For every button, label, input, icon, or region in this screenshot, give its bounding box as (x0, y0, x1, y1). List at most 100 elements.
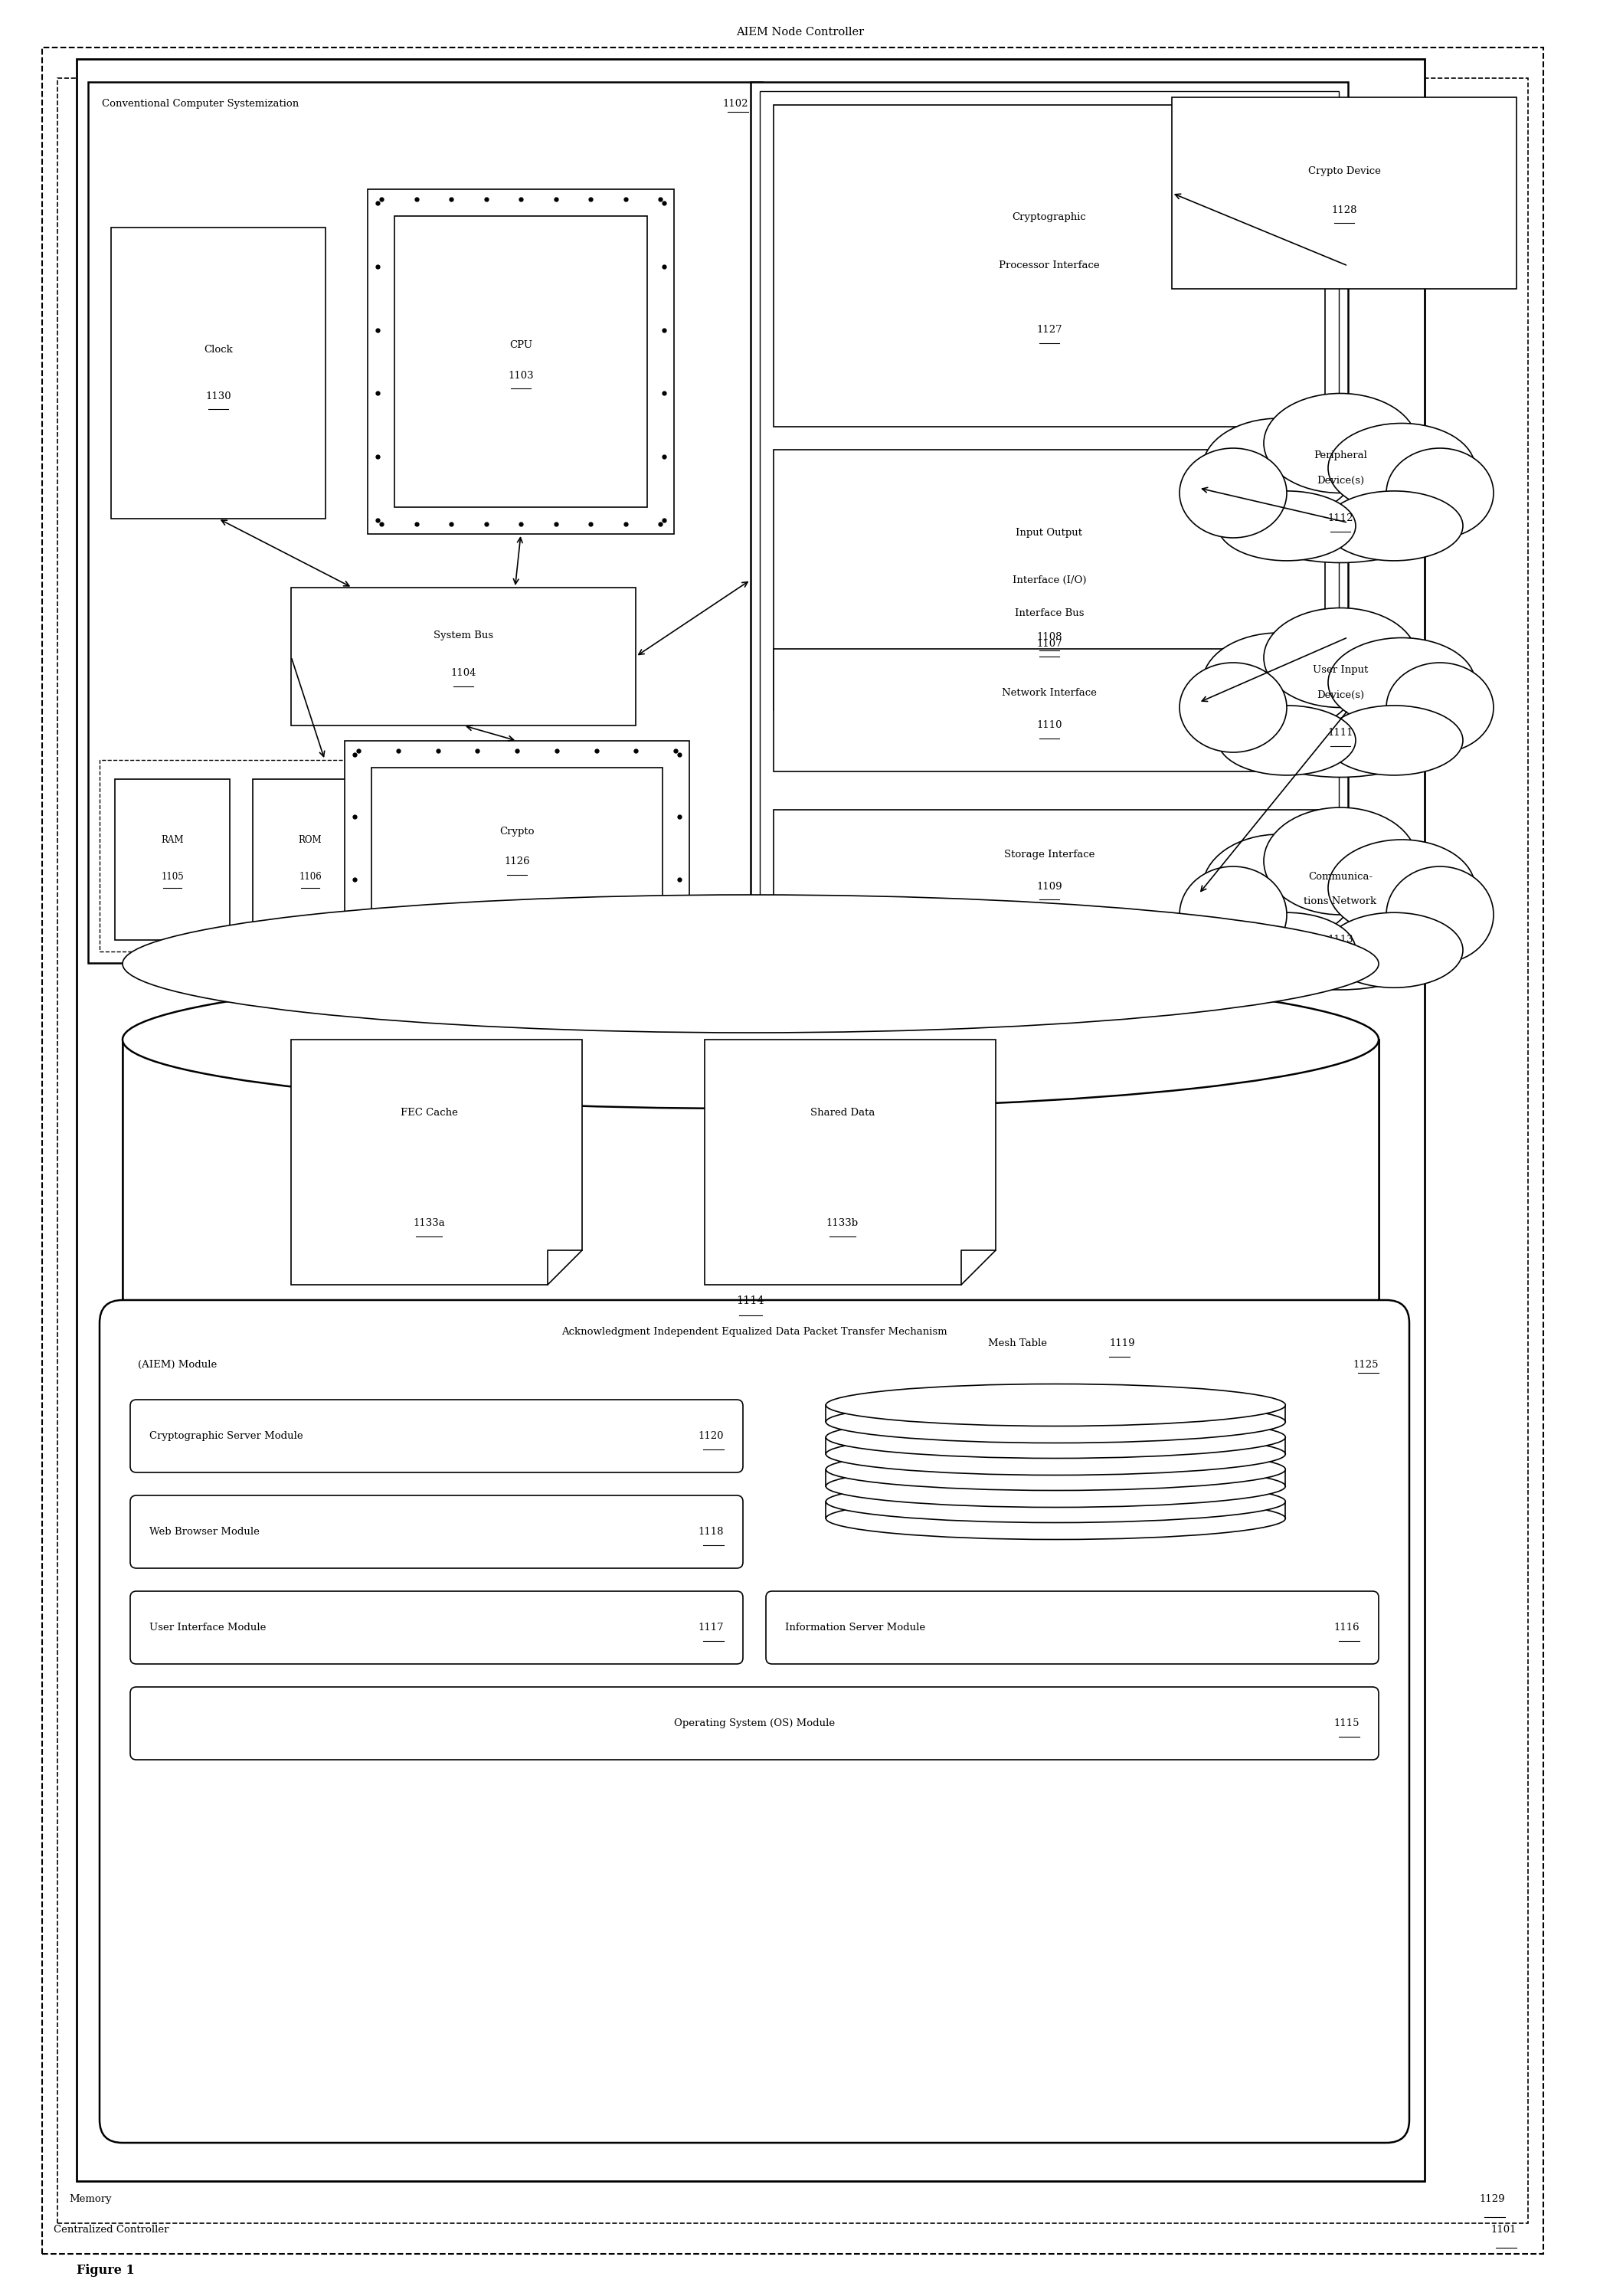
Bar (344, 742, 690, 955)
Bar (110, 227, 325, 519)
Ellipse shape (1218, 491, 1355, 560)
Text: 1117: 1117 (698, 1623, 723, 1632)
Ellipse shape (1386, 448, 1493, 537)
Ellipse shape (826, 1497, 1285, 1541)
Text: System Bus: System Bus (434, 629, 493, 641)
Text: Operating System (OS) Module: Operating System (OS) Module (674, 1717, 835, 1729)
Ellipse shape (1210, 413, 1470, 563)
Text: Device(s): Device(s) (1317, 475, 1365, 484)
Text: 1113: 1113 (1328, 934, 1354, 946)
Text: Memory: Memory (69, 2195, 112, 2204)
Ellipse shape (1210, 627, 1470, 778)
Bar (77, 60, 1424, 2181)
Bar (826, 1502, 1285, 1518)
Text: 1106: 1106 (299, 872, 322, 882)
Ellipse shape (1179, 448, 1286, 537)
Bar (253, 778, 368, 939)
Text: AIEM Node Controller: AIEM Node Controller (736, 28, 864, 37)
Text: Input Output: Input Output (1016, 528, 1083, 537)
Bar (826, 1437, 1285, 1453)
Text: Interface (I/O): Interface (I/O) (1013, 574, 1086, 585)
Text: 1130: 1130 (205, 390, 230, 402)
Text: FEC Cache: FEC Cache (400, 1109, 458, 1118)
Bar (368, 188, 674, 535)
Text: tions Network: tions Network (1304, 898, 1376, 907)
Text: Cryptographic: Cryptographic (1013, 214, 1086, 223)
Text: 1103: 1103 (507, 370, 534, 381)
Text: 1133b: 1133b (826, 1219, 859, 1228)
Bar (773, 106, 1325, 427)
Text: CPU: CPU (509, 340, 533, 349)
Text: 1110: 1110 (1037, 721, 1062, 730)
Text: Information Server Module: Information Server Module (786, 1623, 925, 1632)
Bar (123, 1040, 1379, 1515)
Ellipse shape (1264, 808, 1418, 914)
Text: 1120: 1120 (698, 1430, 723, 1442)
Text: Web Browser Module: Web Browser Module (149, 1527, 259, 1536)
Text: 1114: 1114 (736, 1295, 765, 1306)
Ellipse shape (1203, 418, 1355, 519)
Text: Storage Device: Storage Device (707, 1201, 794, 1212)
Text: 1119: 1119 (1109, 1339, 1134, 1348)
Polygon shape (291, 1040, 582, 1286)
Text: (AIEM) Module: (AIEM) Module (138, 1359, 218, 1371)
Ellipse shape (1179, 866, 1286, 962)
Bar (371, 767, 662, 928)
Ellipse shape (826, 1401, 1285, 1442)
Text: 1108: 1108 (1037, 631, 1062, 643)
Ellipse shape (1328, 638, 1475, 728)
Ellipse shape (1328, 840, 1475, 937)
Text: 1127: 1127 (1037, 326, 1062, 335)
Text: 1105: 1105 (162, 872, 184, 882)
Bar (826, 1469, 1285, 1486)
FancyBboxPatch shape (99, 1300, 1410, 2142)
Text: Figure 1: Figure 1 (77, 2264, 134, 2278)
FancyBboxPatch shape (766, 1591, 1379, 1665)
Ellipse shape (1203, 634, 1355, 732)
Text: 1126: 1126 (504, 856, 530, 868)
Text: Mesh Table: Mesh Table (987, 1339, 1046, 1348)
Bar (395, 216, 646, 507)
Ellipse shape (1210, 829, 1470, 990)
Text: Peripheral: Peripheral (1314, 450, 1366, 461)
Bar (773, 650, 1325, 771)
Text: ROM: ROM (299, 836, 322, 845)
Bar (115, 778, 230, 939)
Polygon shape (704, 1040, 995, 1286)
Text: Crypto: Crypto (499, 827, 534, 836)
Text: 1111: 1111 (1328, 728, 1354, 737)
Text: Acknowledgment Independent Equalized Data Packet Transfer Mechanism: Acknowledgment Independent Equalized Dat… (562, 1327, 947, 1336)
Text: Conventional Computer Systemization: Conventional Computer Systemization (102, 99, 299, 108)
Text: Storage Interface: Storage Interface (1003, 850, 1094, 859)
FancyBboxPatch shape (130, 1688, 1379, 1759)
Text: Processor Interface: Processor Interface (998, 262, 1099, 271)
Ellipse shape (1325, 491, 1462, 560)
Text: 1125: 1125 (1354, 1359, 1379, 1371)
Ellipse shape (826, 1465, 1285, 1506)
Ellipse shape (123, 971, 1379, 1109)
Ellipse shape (1264, 393, 1418, 494)
Ellipse shape (1325, 705, 1462, 776)
Bar (1171, 96, 1517, 289)
Text: 1128: 1128 (1331, 204, 1357, 216)
Ellipse shape (1325, 912, 1462, 987)
Ellipse shape (1386, 866, 1493, 962)
Ellipse shape (1218, 912, 1355, 987)
Text: User Input: User Input (1312, 666, 1368, 675)
Text: Communica-: Communica- (1309, 872, 1373, 882)
Ellipse shape (1218, 705, 1355, 776)
Ellipse shape (826, 1433, 1285, 1474)
Text: Network Interface: Network Interface (1002, 689, 1096, 698)
Text: 1115: 1115 (1334, 1717, 1360, 1729)
Bar (773, 810, 1325, 932)
Text: 1102: 1102 (723, 99, 749, 108)
Ellipse shape (826, 1481, 1285, 1522)
Ellipse shape (826, 1417, 1285, 1458)
Text: 1101: 1101 (1491, 2225, 1517, 2234)
Ellipse shape (1328, 422, 1475, 512)
Ellipse shape (1264, 608, 1418, 707)
Text: Clock: Clock (203, 344, 232, 356)
Text: 1118: 1118 (698, 1527, 723, 1536)
Ellipse shape (123, 895, 1379, 1033)
Bar (826, 1405, 1285, 1421)
